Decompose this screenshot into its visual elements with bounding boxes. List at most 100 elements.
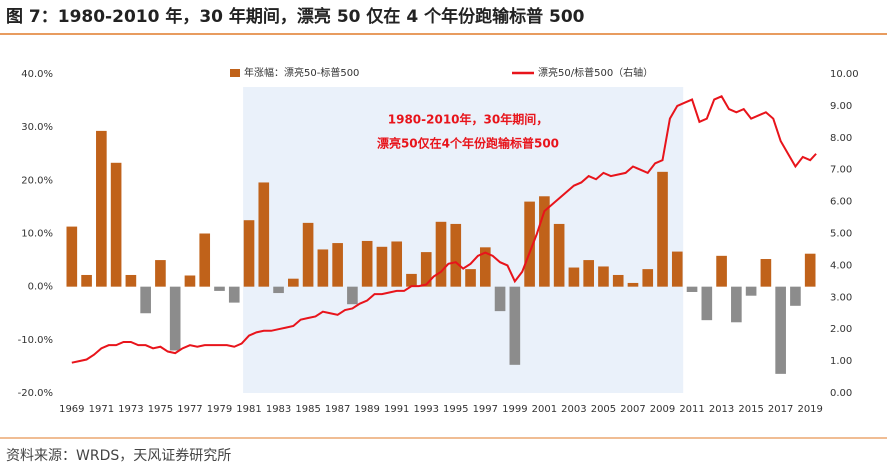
bar xyxy=(96,130,107,287)
bar xyxy=(686,286,698,292)
bar xyxy=(214,286,225,291)
x-tick-label: 1993 xyxy=(414,404,439,415)
x-tick-label: 1987 xyxy=(325,404,350,415)
bar xyxy=(642,269,654,287)
bar xyxy=(273,286,284,294)
y2-tick-label: 8.00 xyxy=(830,133,852,144)
y2-tick-label: 1.00 xyxy=(830,356,852,367)
x-tick-label: 1979 xyxy=(207,404,232,415)
bar xyxy=(671,251,683,287)
chart-title: 图 7：1980-2010 年，30 年期间，漂亮 50 仅在 4 个年份跑输标… xyxy=(6,6,585,27)
bar xyxy=(184,275,196,287)
legend-swatch xyxy=(230,69,240,77)
y-tick-label: 40.0% xyxy=(21,69,53,80)
x-tick-label: 1981 xyxy=(236,404,261,415)
bar xyxy=(347,286,358,305)
y-tick-label: -20.0% xyxy=(18,388,53,399)
bar xyxy=(435,221,447,287)
y2-tick-label: 6.00 xyxy=(830,197,852,208)
x-tick-label: 2019 xyxy=(797,404,822,415)
bar xyxy=(110,162,122,287)
bar xyxy=(376,246,388,287)
legend-label: 年涨幅：漂亮50-标普500 xyxy=(244,66,359,79)
y2-tick-label: 7.00 xyxy=(830,165,852,176)
bar xyxy=(657,171,668,287)
bar xyxy=(627,282,639,287)
bar xyxy=(140,286,151,314)
bar xyxy=(524,201,535,287)
bar xyxy=(731,286,742,323)
x-tick-label: 2015 xyxy=(738,404,763,415)
y-tick-label: 30.0% xyxy=(21,122,53,133)
bar xyxy=(169,286,181,351)
annotation: 漂亮50仅在4个年份跑输标普500 xyxy=(377,136,559,151)
bar xyxy=(288,278,299,287)
highlight-region xyxy=(243,87,684,393)
bar xyxy=(258,182,270,287)
bar xyxy=(553,223,565,287)
bar xyxy=(420,252,432,287)
x-tick-label: 1973 xyxy=(118,404,143,415)
bar xyxy=(199,233,211,287)
y2-tick-label: 5.00 xyxy=(830,229,852,240)
bar xyxy=(598,266,609,287)
bar xyxy=(509,286,521,365)
bar xyxy=(716,255,727,287)
x-tick-label: 1997 xyxy=(473,404,498,415)
x-tick-label: 1977 xyxy=(177,404,202,415)
x-tick-label: 1999 xyxy=(502,404,527,415)
x-tick-label: 2007 xyxy=(620,404,645,415)
bar xyxy=(66,226,78,287)
bar xyxy=(583,260,594,287)
annotation: 1980-2010年，30年期间， xyxy=(388,112,548,127)
bar xyxy=(317,249,329,287)
bar xyxy=(228,286,240,303)
y2-tick-label: 2.00 xyxy=(830,324,852,335)
x-tick-label: 2013 xyxy=(709,404,734,415)
bar xyxy=(450,223,462,287)
y-tick-label: 0.0% xyxy=(28,282,53,293)
bar xyxy=(302,222,314,287)
bar xyxy=(494,286,506,312)
x-tick-label: 1983 xyxy=(266,404,291,415)
bar xyxy=(155,260,166,287)
bar xyxy=(790,286,801,306)
y2-tick-label: 9.00 xyxy=(830,101,852,112)
y-tick-label: 10.0% xyxy=(21,229,53,240)
bar xyxy=(612,274,624,287)
x-tick-label: 1969 xyxy=(59,404,84,415)
bar xyxy=(701,286,713,321)
y-tick-label: -10.0% xyxy=(18,335,53,346)
bar xyxy=(465,269,476,287)
x-tick-label: 1989 xyxy=(354,404,379,415)
y-tick-label: 20.0% xyxy=(21,175,53,186)
x-tick-label: 2009 xyxy=(650,404,675,415)
bar xyxy=(539,196,550,287)
x-tick-label: 2011 xyxy=(679,404,704,415)
x-tick-label: 2001 xyxy=(532,404,557,415)
bar xyxy=(406,273,417,287)
bar xyxy=(361,240,373,287)
bar xyxy=(332,243,343,287)
source: 资料来源：WRDS，天风证券研究所 xyxy=(6,448,231,464)
x-tick-label: 2003 xyxy=(561,404,586,415)
x-tick-label: 1975 xyxy=(148,404,173,415)
legend-label: 漂亮50/标普500（右轴） xyxy=(538,66,653,79)
x-tick-label: 1991 xyxy=(384,404,409,415)
y2-tick-label: 3.00 xyxy=(830,292,852,303)
bar xyxy=(81,274,92,287)
bar xyxy=(243,220,255,287)
bar xyxy=(391,241,403,287)
bar xyxy=(760,259,772,287)
y2-tick-label: 10.00 xyxy=(830,69,859,80)
x-tick-label: 1995 xyxy=(443,404,468,415)
y2-tick-label: 0.00 xyxy=(830,388,852,399)
x-tick-label: 1971 xyxy=(89,404,114,415)
bar xyxy=(568,267,580,287)
bar xyxy=(125,274,137,287)
line xyxy=(71,95,817,364)
x-tick-label: 2005 xyxy=(591,404,616,415)
bar xyxy=(745,286,757,296)
x-tick-label: 2017 xyxy=(768,404,793,415)
